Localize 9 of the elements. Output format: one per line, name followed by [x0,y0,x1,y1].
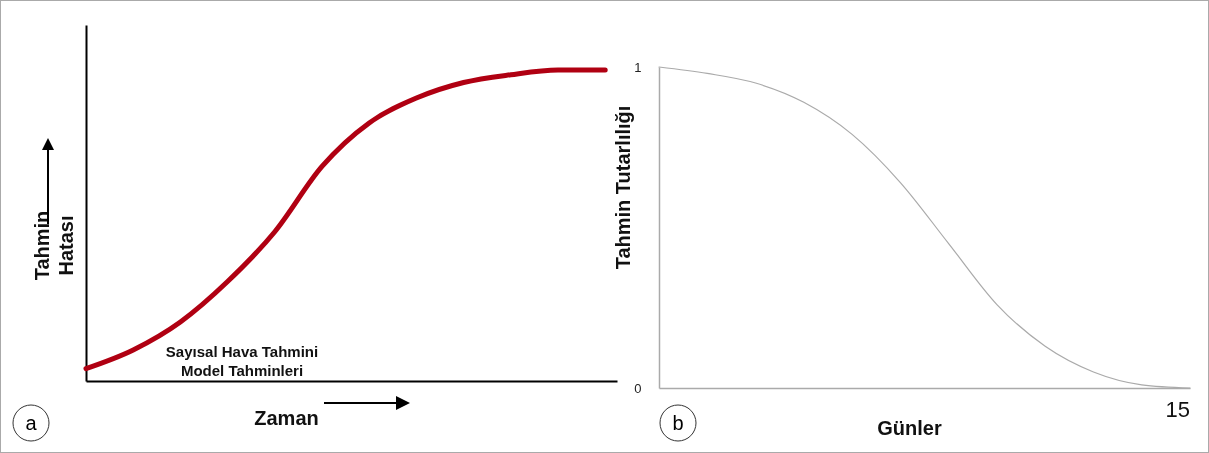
y-tick-label: 1 [634,59,642,75]
annotation: Sayısal Hava Tahmini [165,343,319,360]
x-axis-title: Zaman [254,406,319,429]
x-axis-title: Günler [877,416,942,439]
y-tick-label: 0 [634,380,642,396]
y-axis-title: Tahmin Hatası [30,210,77,281]
annotation: Model Tahminleri [180,362,304,379]
text: 15 [1165,397,1190,422]
y-axis-title: Tahmin Tutarlılığı [612,105,635,270]
